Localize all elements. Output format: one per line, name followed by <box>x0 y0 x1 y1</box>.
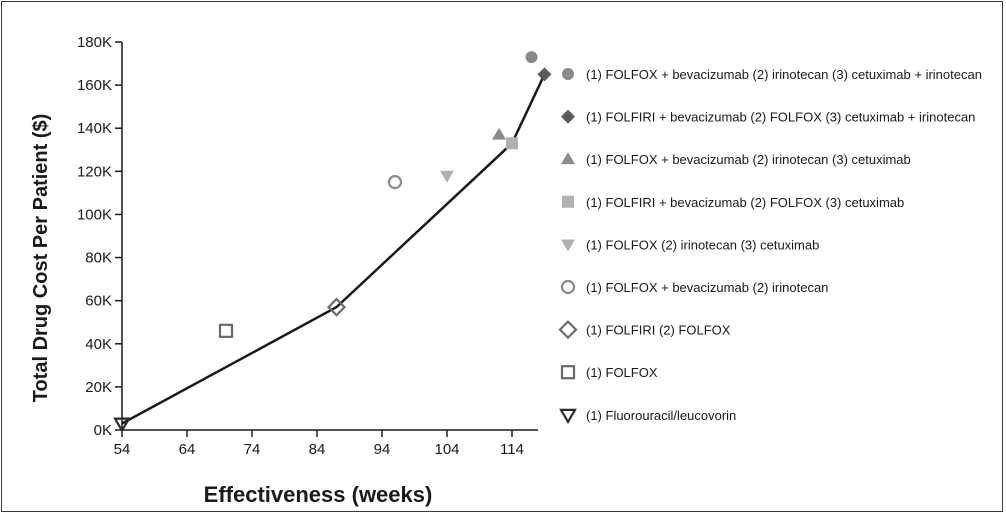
data-point <box>387 175 403 190</box>
legend-label: (1) FOLFIRI (2) FOLFOX <box>586 323 731 338</box>
axes <box>121 42 538 431</box>
data-point <box>218 323 234 338</box>
y-tick-label: 60K <box>85 293 112 310</box>
y-tick-label: 120K <box>77 163 112 180</box>
x-tick-label: 64 <box>179 441 196 458</box>
y-tick-label: 20K <box>85 379 112 396</box>
y-tick-label: 140K <box>77 120 112 137</box>
y-tick-label: 0K <box>94 422 112 439</box>
data-point <box>506 137 518 150</box>
x-tick-label: 114 <box>500 441 524 458</box>
legend-label: (1) FOLFOX + bevacizumab (2) irinotecan … <box>586 152 911 167</box>
y-tick-label: 80K <box>85 250 112 267</box>
x-tick-label: 74 <box>244 441 261 458</box>
data-points <box>113 51 552 433</box>
legend-label: (1) FOLFOX + bevacizumab (2) irinotecan <box>586 280 828 295</box>
efficiency-frontier-line <box>121 73 546 425</box>
data-point <box>525 51 538 64</box>
x-ticks: 54 64 74 84 94 104 114 <box>114 430 524 458</box>
x-tick-label: 104 <box>434 441 459 458</box>
legend-label: (1) Fluorouracil/leucovorin <box>586 408 736 423</box>
legend-marker <box>561 152 575 165</box>
x-axis-label: Effectiveness (weeks) <box>204 482 433 507</box>
y-tick-label: 160K <box>77 77 112 94</box>
y-tick-label: 40K <box>85 336 112 353</box>
data-point <box>113 417 131 433</box>
legend-label: (1) FOLFIRI + bevacizumab (2) FOLFOX (3)… <box>586 195 904 210</box>
legend: (1) FOLFOX + bevacizumab (2) irinotecan … <box>558 67 982 424</box>
y-tick-label: 180K <box>77 34 112 51</box>
legend-label: (1) FOLFOX (2) irinotecan (3) cetuximab <box>586 237 819 252</box>
data-point <box>326 297 347 317</box>
legend-label: (1) FOLFOX + bevacizumab (2) irinotecan … <box>586 67 982 82</box>
legend-marker <box>562 195 574 208</box>
legend-marker <box>561 239 575 252</box>
legend-marker <box>560 279 576 295</box>
x-tick-label: 84 <box>309 441 326 458</box>
legend-marker <box>561 109 575 124</box>
legend-marker <box>562 68 574 80</box>
data-point <box>440 170 454 183</box>
x-tick-label: 94 <box>374 441 391 458</box>
y-axis-label: Total Drug Cost Per Patient ($) <box>30 114 52 403</box>
data-point <box>492 127 506 140</box>
legend-label: (1) FOLFOX <box>586 365 658 380</box>
y-tick-label: 100K <box>77 206 112 223</box>
y-ticks: 0K 20K 40K 60K 80K 100K 120K 140K 160K 180K <box>77 34 122 439</box>
x-tick-label: 54 <box>114 441 131 458</box>
data-point <box>537 67 552 82</box>
legend-marker <box>558 320 578 340</box>
legend-label: (1) FOLFIRI + bevacizumab (2) FOLFOX (3)… <box>586 110 975 125</box>
legend-marker <box>560 365 576 380</box>
legend-marker <box>559 408 577 424</box>
